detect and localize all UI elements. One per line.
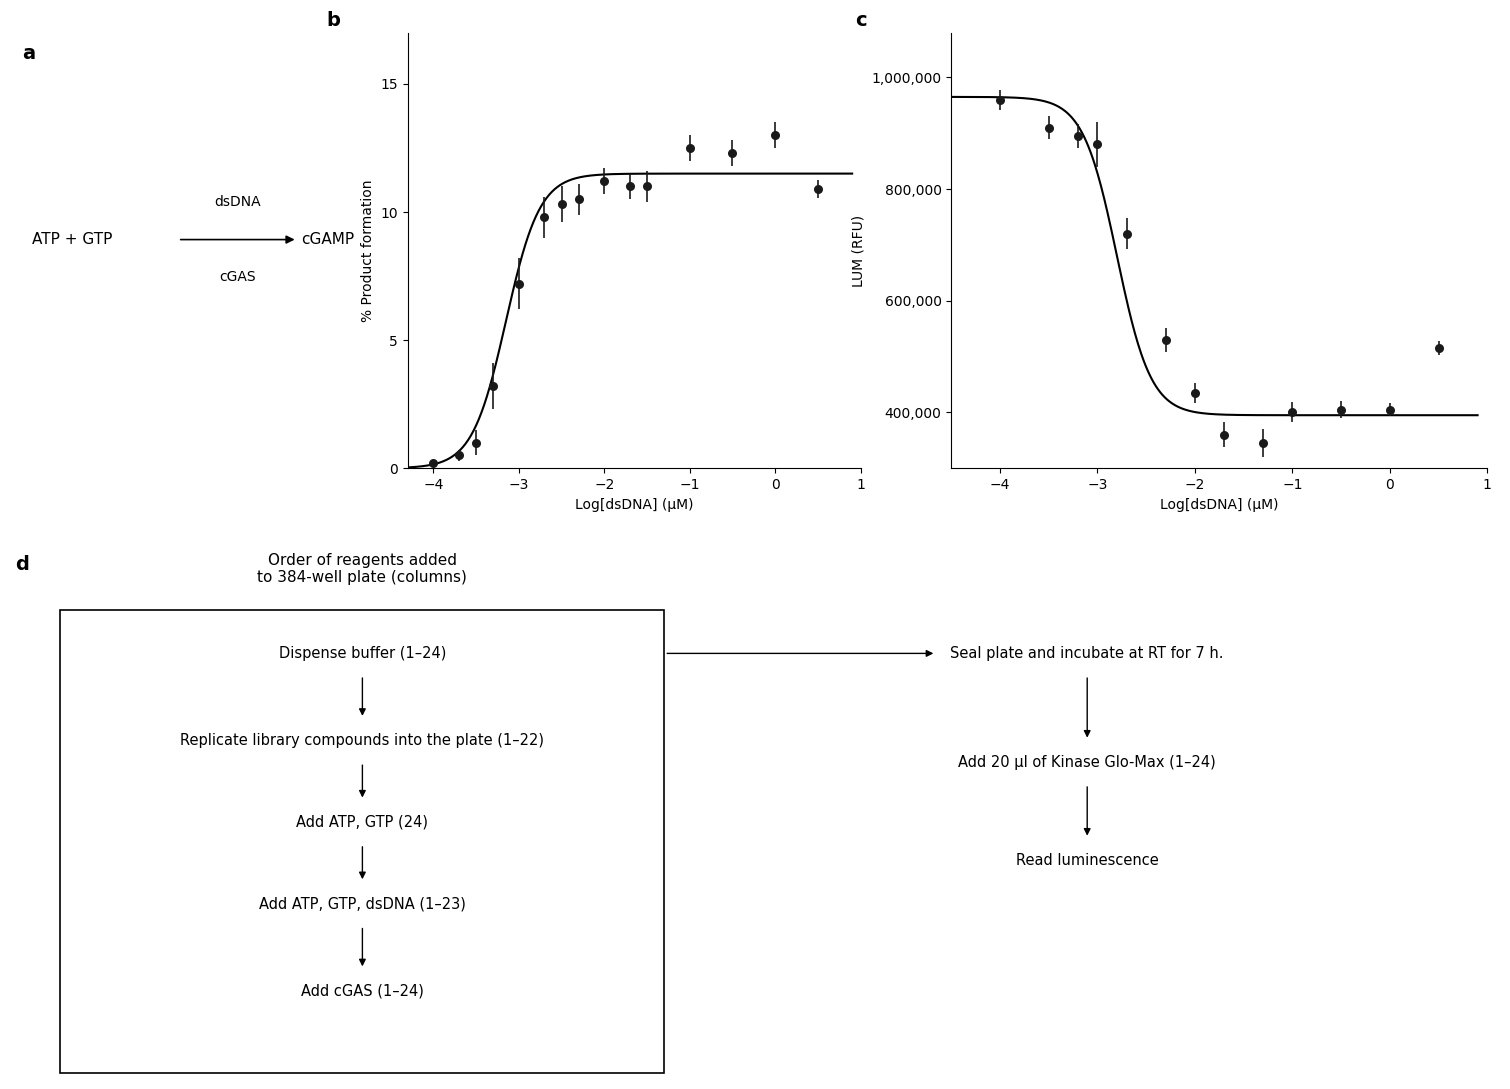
Text: cGAMP: cGAMP	[300, 232, 353, 247]
X-axis label: Log[dsDNA] (μM): Log[dsDNA] (μM)	[1160, 498, 1279, 512]
Text: c: c	[855, 11, 867, 29]
Text: dsDNA: dsDNA	[214, 195, 261, 209]
Text: Add cGAS (1–24): Add cGAS (1–24)	[300, 983, 424, 999]
Text: cGAS: cGAS	[219, 270, 257, 284]
Y-axis label: LUM (RFU): LUM (RFU)	[852, 215, 865, 286]
Text: d: d	[15, 555, 29, 574]
Bar	[60, 610, 664, 1073]
Text: Read luminescence: Read luminescence	[1016, 853, 1158, 868]
Y-axis label: % Product formation: % Product formation	[361, 180, 374, 321]
Text: Add ATP, GTP (24): Add ATP, GTP (24)	[296, 815, 429, 830]
Text: b: b	[326, 11, 340, 29]
Text: ATP + GTP: ATP + GTP	[32, 232, 112, 247]
X-axis label: Log[dsDNA] (μM): Log[dsDNA] (μM)	[575, 498, 693, 512]
Text: Add ATP, GTP, dsDNA (1–23): Add ATP, GTP, dsDNA (1–23)	[258, 896, 467, 911]
Text: a: a	[21, 44, 35, 62]
Text: Dispense buffer (1–24): Dispense buffer (1–24)	[279, 646, 445, 661]
Text: Replicate library compounds into the plate (1–22): Replicate library compounds into the pla…	[180, 733, 545, 748]
Text: Order of reagents added
to 384-well plate (columns): Order of reagents added to 384-well plat…	[258, 553, 467, 585]
Text: Add 20 μl of Kinase Glo-Max (1–24): Add 20 μl of Kinase Glo-Max (1–24)	[959, 755, 1216, 770]
Text: Seal plate and incubate at RT for 7 h.: Seal plate and incubate at RT for 7 h.	[950, 646, 1225, 661]
